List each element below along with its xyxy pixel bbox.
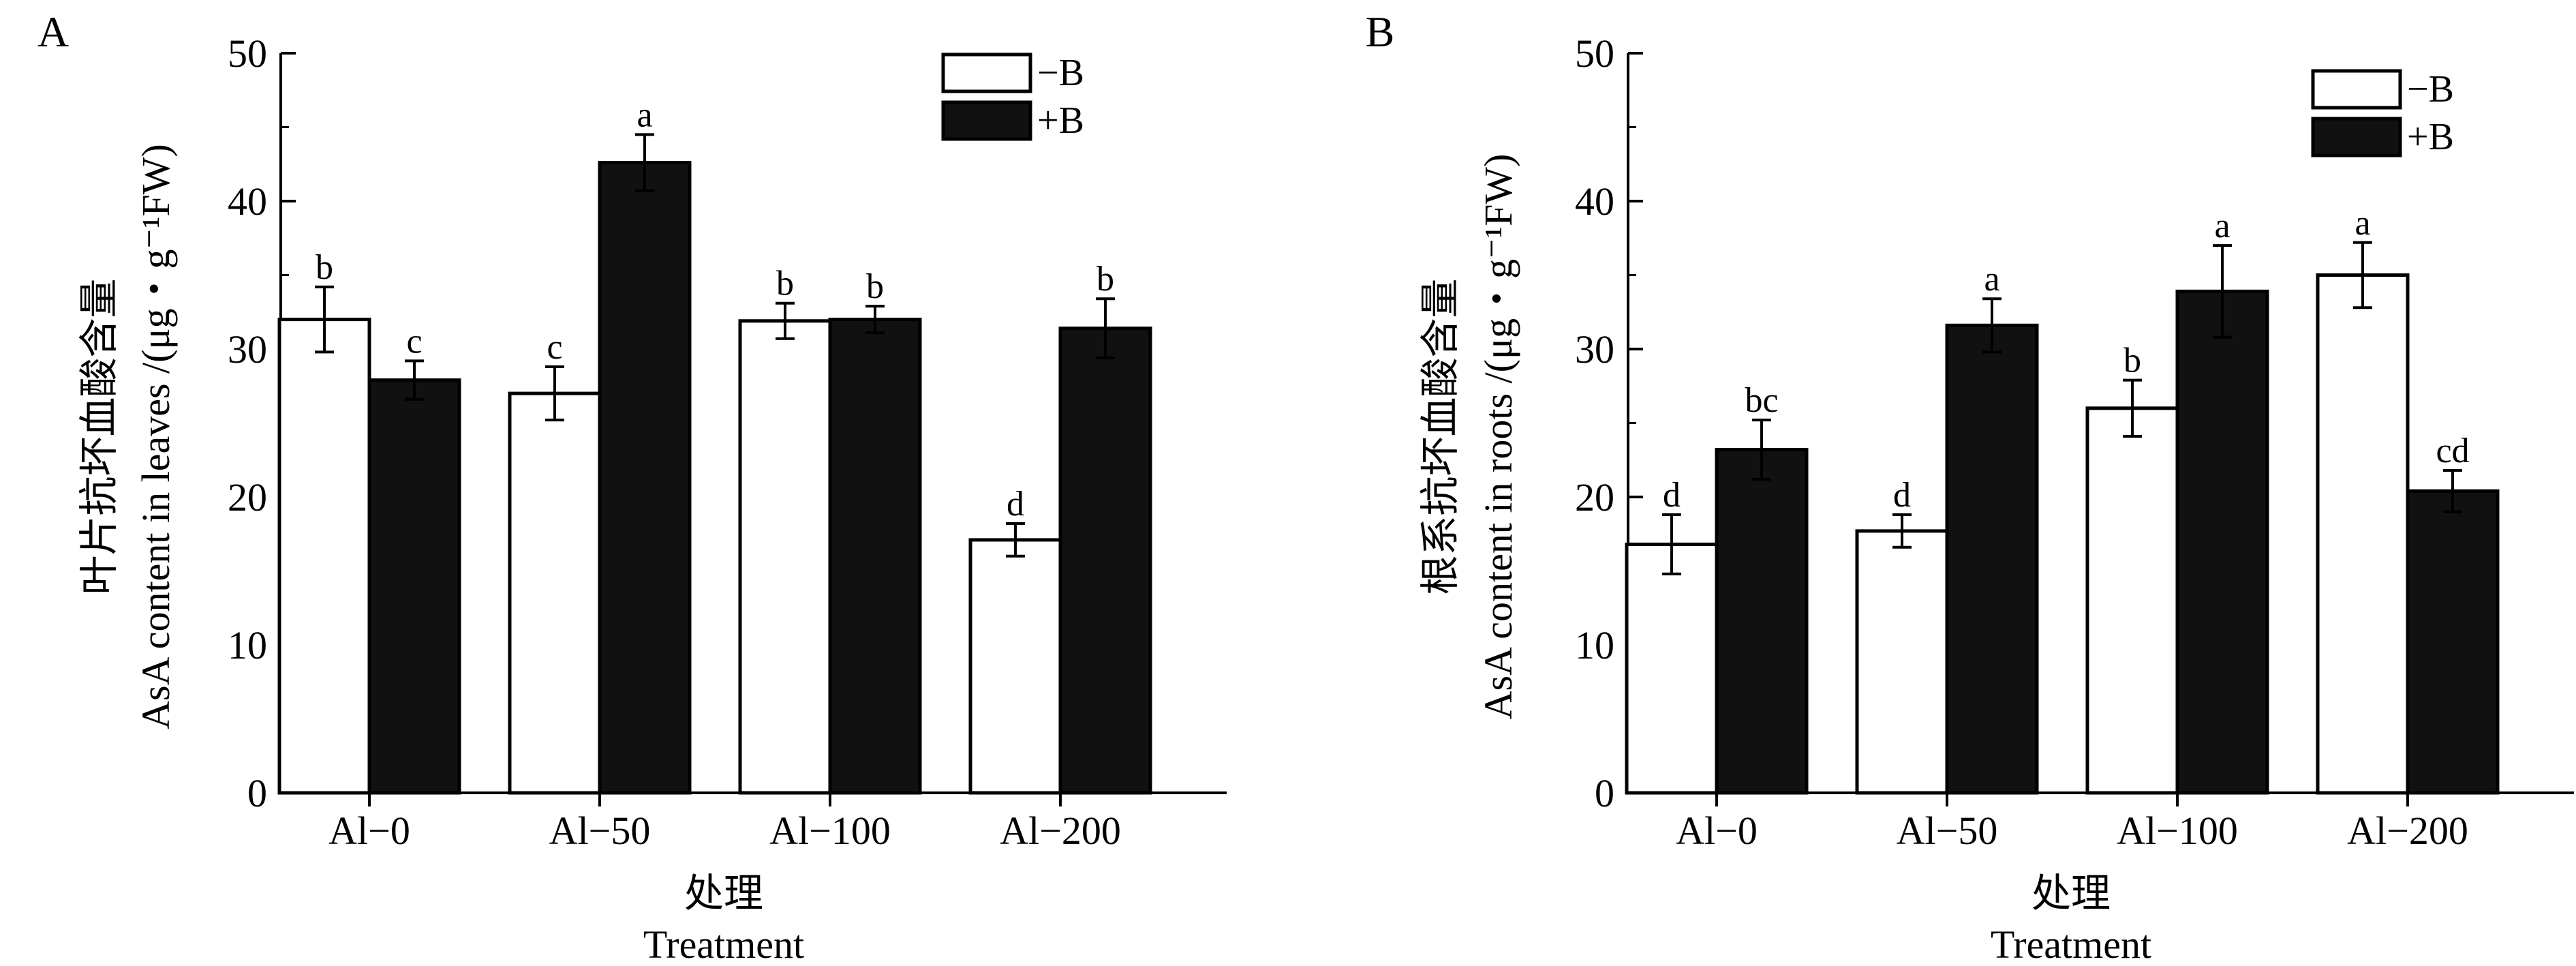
significance-label: bc <box>1745 381 1778 420</box>
significance-label: b <box>776 265 794 303</box>
bar <box>1855 529 1949 795</box>
y-axis-title-en: AsA content in leaves /(μg・g⁻¹FW) <box>134 144 178 729</box>
bar <box>1945 323 2039 795</box>
significance-label: b <box>2123 342 2141 380</box>
y-tick-label: 20 <box>228 475 267 519</box>
bar <box>277 318 371 795</box>
bar <box>2316 273 2410 795</box>
legend-swatch <box>2311 117 2402 157</box>
panel-letter: B <box>1366 7 1395 56</box>
significance-label: a <box>1984 260 1999 299</box>
y-tick-label: 20 <box>1575 475 1614 519</box>
x-tick-label: Al−100 <box>769 809 891 853</box>
legend-label: +B <box>2407 116 2454 158</box>
y-tick-label: 30 <box>1575 327 1614 372</box>
chart-panel-a: A 0 10 20 30 40 50 Al−0 Al−50 Al−100 Al−200 b c b d c a b… <box>37 7 1227 966</box>
significance-label: b <box>866 267 884 306</box>
x-tick-label: Al−100 <box>2117 809 2238 853</box>
bar <box>2406 489 2500 795</box>
y-tick-label: 0 <box>1595 771 1614 815</box>
x-axis-title-cn: 处理 <box>684 871 763 916</box>
x-axis-title-en: Treatment <box>1991 922 2151 966</box>
significance-label: a <box>2355 204 2370 243</box>
y-tick-label: 10 <box>1575 623 1614 667</box>
significance-label: b <box>316 248 333 287</box>
legend-swatch <box>941 52 1032 93</box>
x-tick-label: Al−50 <box>549 809 651 853</box>
legend-label: −B <box>1037 52 1084 94</box>
significance-label: d <box>1663 476 1681 515</box>
y-tick-label: 40 <box>1575 179 1614 224</box>
y-axis-title-en: AsA content in roots /(μg・g⁻¹FW) <box>1476 154 1520 720</box>
significance-label: c <box>547 328 562 367</box>
x-axis-title-cn: 处理 <box>2031 871 2111 916</box>
bar <box>1715 448 1809 795</box>
y-tick-label: 30 <box>228 327 267 372</box>
bar <box>968 538 1062 795</box>
bar <box>367 378 461 795</box>
legend-swatch <box>2311 69 2402 110</box>
bar <box>508 391 602 795</box>
bar <box>598 161 692 795</box>
y-tick-label: 40 <box>228 179 267 224</box>
x-tick-label: Al−200 <box>2347 809 2468 853</box>
y-axis-title-cn: 叶片抗坏血酸含量 <box>77 278 121 594</box>
significance-label: cd <box>2436 432 2469 470</box>
bar <box>828 318 922 795</box>
x-tick-label: Al−0 <box>1676 809 1758 853</box>
bar <box>1625 542 1719 795</box>
significance-label: d <box>1007 485 1024 524</box>
y-tick-label: 50 <box>1575 31 1614 76</box>
legend-label: −B <box>2407 68 2454 110</box>
significance-label: a <box>2214 207 2230 245</box>
panel-letter: A <box>37 7 69 56</box>
y-tick-label: 10 <box>228 623 267 667</box>
chart-panel-b: B 0 10 20 30 40 50 Al−0 Al−50 Al−100 Al−200 d d b a bc a… <box>1366 7 2574 966</box>
significance-label: d <box>1893 476 1911 515</box>
bar <box>1058 327 1152 795</box>
y-axis-title-cn: 根系抗坏血酸含量 <box>1418 278 1462 594</box>
bar <box>738 319 832 795</box>
significance-label: b <box>1097 260 1114 299</box>
legend-label: +B <box>1037 100 1084 142</box>
significance-label: a <box>637 95 652 134</box>
x-tick-label: Al−50 <box>1897 809 1998 853</box>
x-tick-label: Al−200 <box>1000 809 1121 853</box>
bar <box>2175 289 2269 795</box>
x-tick-label: Al−0 <box>328 809 410 853</box>
bar <box>2085 406 2179 795</box>
x-axis-title-en: Treatment <box>643 922 804 966</box>
significance-label: c <box>406 322 422 361</box>
y-tick-label: 50 <box>228 31 267 76</box>
y-tick-label: 0 <box>247 771 267 815</box>
legend-swatch <box>941 100 1032 141</box>
